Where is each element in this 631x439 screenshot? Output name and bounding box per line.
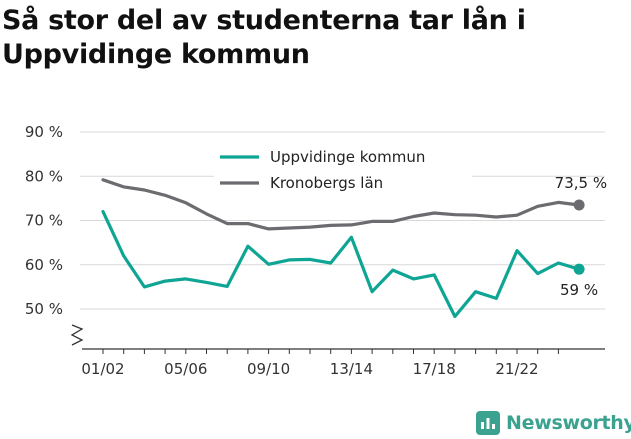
legend-background [214,143,472,195]
legend-label: Kronobergs län [270,174,383,192]
x-tick-label: 05/06 [164,360,207,378]
y-tick-label: 80 % [25,167,63,185]
chart-title: Så stor del av studenterna tar lån i Upp… [2,5,526,70]
x-tick-label: 17/18 [413,360,456,378]
newsworthy-logo-icon [476,411,500,435]
y-tick-label: 60 % [25,256,63,274]
legend: Uppvidinge kommun Kronobergs län [214,143,472,195]
x-tick-label: 01/02 [81,360,124,378]
end-labels: 73,5 % 59 % [555,174,607,299]
series-lines [101,178,585,319]
series-line [101,178,581,231]
series-end-point [573,263,585,275]
axis-break-mark [70,324,84,346]
y-axis-ticks: 90 % 80 % 70 % 60 % 50 % [25,123,63,318]
y-tick-label: 50 % [25,300,63,318]
x-tick-label: 13/14 [330,360,373,378]
gridlines [80,131,605,310]
brand-name: Newsworthy [506,412,631,434]
end-label-kronoberg: 73,5 % [555,174,607,192]
legend-label: Uppvidinge kommun [270,148,425,166]
series-line [101,210,581,319]
x-axis: 01/02 05/06 09/10 13/14 17/18 21/22 [70,324,605,378]
brand-logo: Newsworthy [476,408,631,438]
end-label-uppvidinge: 59 % [560,281,598,299]
x-tick-label: 09/10 [247,360,290,378]
series-end-point [573,199,585,211]
y-tick-label: 70 % [25,212,63,230]
y-tick-label: 90 % [25,123,63,141]
x-tick-label: 21/22 [495,360,538,378]
